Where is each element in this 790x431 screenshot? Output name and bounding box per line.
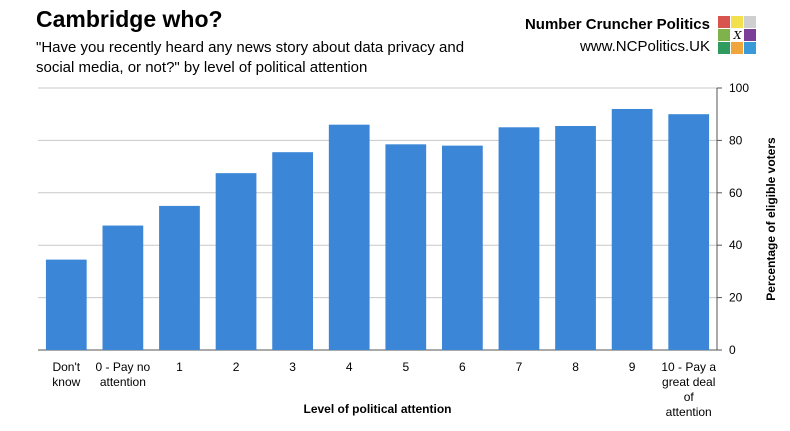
bar: [102, 225, 144, 350]
chart-subtitle: "Have you recently heard any news story …: [36, 39, 465, 76]
bar: [498, 127, 540, 350]
bar: [385, 144, 427, 350]
y-axis-title: Percentage of eligible voters: [764, 137, 778, 301]
x-tick-label: of: [684, 390, 695, 404]
x-tick-label: 6: [459, 360, 466, 374]
brand-logo: X: [718, 16, 757, 55]
logo-cell: [744, 16, 756, 28]
x-tick-label: Don't: [52, 360, 80, 374]
logo-cell: [718, 29, 730, 41]
chart-title: Cambridge who?: [36, 6, 223, 32]
logo-letter: X: [733, 29, 742, 42]
x-tick-label: 7: [516, 360, 523, 374]
bar: [555, 125, 596, 351]
x-tick-label: attention: [100, 375, 146, 389]
x-tick-label: 1: [176, 360, 183, 374]
y-tick-label: 40: [729, 238, 743, 252]
bar: [611, 108, 653, 351]
bar: [272, 152, 313, 350]
y-tick-label: 20: [729, 291, 743, 305]
y-tick-label: 100: [729, 81, 749, 95]
x-tick-label: 9: [629, 360, 636, 374]
bar: [159, 205, 200, 350]
bar: [45, 259, 87, 350]
y-tick-label: 80: [729, 133, 743, 147]
y-tick-label: 60: [729, 186, 743, 200]
x-tick-label: 10 - Pay a: [661, 360, 716, 374]
x-tick-label: 5: [402, 360, 409, 374]
x-tick-label: know: [52, 375, 80, 389]
logo-cell: [731, 16, 743, 28]
y-tick-label: 0: [729, 343, 736, 357]
x-tick-label: great deal: [662, 375, 715, 389]
bar: [328, 124, 370, 351]
logo-cell: [744, 29, 756, 41]
logo-cell: [731, 42, 743, 54]
brand-url: www.NCPolitics.UK: [579, 38, 710, 55]
bar: [442, 145, 483, 350]
bar: [668, 114, 710, 350]
x-tick-label: attention: [666, 405, 712, 419]
logo-cell: [744, 42, 756, 54]
x-axis-title: Level of political attention: [303, 402, 451, 416]
x-tick-label: 0 - Pay no: [96, 360, 151, 374]
logo-cell: [718, 16, 730, 28]
x-tick-label: 3: [289, 360, 296, 374]
x-tick-label: 8: [572, 360, 579, 374]
x-tick-label: 2: [233, 360, 240, 374]
brand-name: Number Cruncher Politics: [524, 16, 710, 33]
logo-cell: [718, 42, 730, 54]
bar: [215, 173, 257, 350]
x-tick-label: 4: [346, 360, 353, 374]
